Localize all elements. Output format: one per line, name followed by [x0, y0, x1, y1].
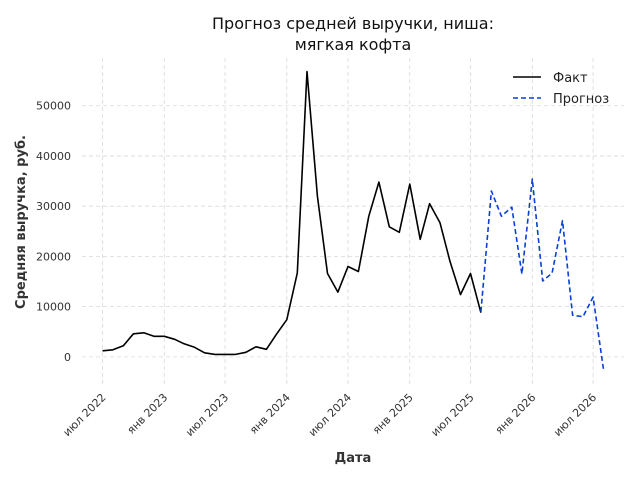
x-tick-label: июл 2022: [61, 391, 109, 439]
y-tick-label: 50000: [36, 100, 71, 113]
chart-title-line-1: Прогноз средней выручки, ниша:: [212, 14, 494, 33]
x-tick-label: июл 2025: [429, 391, 477, 439]
y-axis-title: Средняя выручка, руб.: [14, 135, 29, 309]
x-tick-label: янв 2026: [493, 391, 539, 437]
x-axis-ticks: июл 2022 янв 2023 июл 2023 янв 2024 июл 2024…: [61, 391, 600, 439]
y-tick-label: 40000: [36, 150, 71, 163]
series-line-fact: [102, 70, 482, 356]
y-tick-label: 20000: [36, 250, 71, 263]
legend-label-fact: Факт: [553, 71, 588, 86]
legend-label-forecast: Прогноз: [553, 92, 609, 107]
x-tick-label: июл 2023: [183, 391, 231, 439]
grid: [82, 58, 624, 386]
chart-title-line-2: мягкая кофта: [295, 35, 412, 54]
y-tick-label: 30000: [36, 200, 71, 213]
x-tick-label: янв 2025: [370, 391, 416, 437]
x-axis-title: Дата: [335, 451, 372, 466]
series-lines: [102, 70, 605, 370]
x-tick-label: июл 2024: [306, 391, 354, 439]
x-tick-label: янв 2024: [247, 391, 293, 437]
series-line-forecast: [480, 178, 605, 370]
x-tick-label: янв 2023: [125, 391, 171, 437]
x-tick-label: июл 2026: [551, 391, 599, 439]
y-tick-label: 10000: [36, 301, 71, 314]
y-tick-label: 0: [64, 351, 71, 364]
y-axis-ticks: 0 10000 20000 30000 40000 50000: [36, 100, 71, 364]
legend: Факт Прогноз: [513, 71, 609, 107]
